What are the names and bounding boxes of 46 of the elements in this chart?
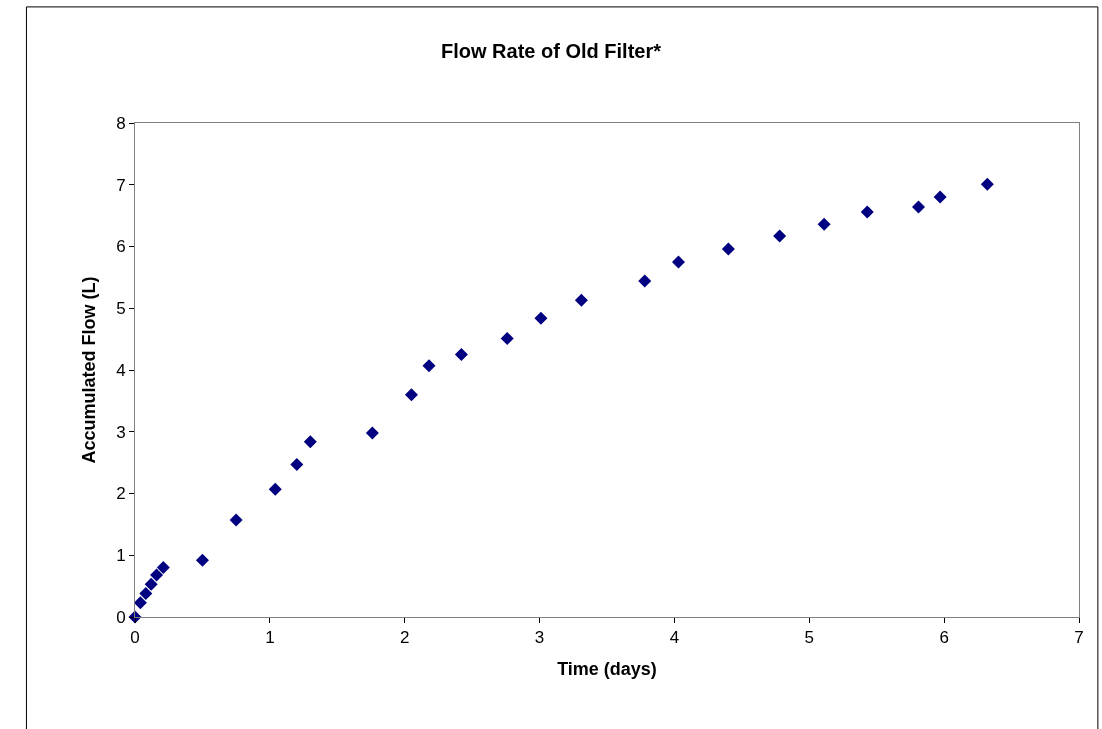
x-tick-label: 5 bbox=[804, 628, 815, 648]
y-tick-label: 6 bbox=[116, 237, 126, 257]
y-tick-label: 8 bbox=[116, 113, 126, 133]
point bbox=[933, 190, 947, 204]
point bbox=[150, 568, 164, 582]
point bbox=[721, 242, 735, 256]
point bbox=[817, 217, 831, 231]
y-tick-label: 7 bbox=[116, 175, 126, 195]
x-tick-label: 6 bbox=[939, 628, 949, 648]
point bbox=[671, 255, 685, 269]
point bbox=[574, 293, 588, 307]
point bbox=[773, 229, 787, 243]
point bbox=[404, 388, 418, 402]
x-tick-label: 3 bbox=[534, 628, 545, 648]
point bbox=[268, 482, 282, 496]
point bbox=[422, 359, 436, 373]
point bbox=[912, 200, 926, 214]
y-tick-label: 4 bbox=[116, 360, 126, 380]
y-tick-label: 0 bbox=[116, 607, 126, 627]
point bbox=[139, 587, 153, 601]
point bbox=[365, 426, 379, 440]
x-tick-label: 2 bbox=[399, 628, 410, 648]
y-tick-label: 2 bbox=[116, 484, 126, 504]
x-tick-label: 7 bbox=[1074, 628, 1084, 648]
x-tick-label: 4 bbox=[669, 628, 680, 648]
point bbox=[229, 513, 243, 527]
y-tick-label: 5 bbox=[116, 299, 126, 319]
point bbox=[860, 205, 874, 219]
y-tick-label: 1 bbox=[116, 546, 126, 566]
point bbox=[195, 553, 209, 567]
x-tick-label: 1 bbox=[265, 628, 275, 648]
point bbox=[500, 332, 514, 346]
point bbox=[534, 311, 548, 325]
x-axis-title: Time (days) bbox=[557, 658, 657, 679]
point bbox=[980, 177, 994, 191]
y-axis-title: Accumulated Flow (L) bbox=[79, 276, 100, 464]
point bbox=[454, 348, 468, 362]
point bbox=[303, 435, 317, 449]
point bbox=[144, 577, 158, 591]
point bbox=[638, 274, 652, 288]
y-tick-label: 3 bbox=[116, 422, 126, 442]
point bbox=[290, 457, 304, 471]
point bbox=[133, 596, 147, 610]
point bbox=[156, 561, 170, 575]
chart-title: Flow Rate of Old Filter* bbox=[440, 39, 662, 62]
x-tick-label: 0 bbox=[130, 628, 140, 648]
